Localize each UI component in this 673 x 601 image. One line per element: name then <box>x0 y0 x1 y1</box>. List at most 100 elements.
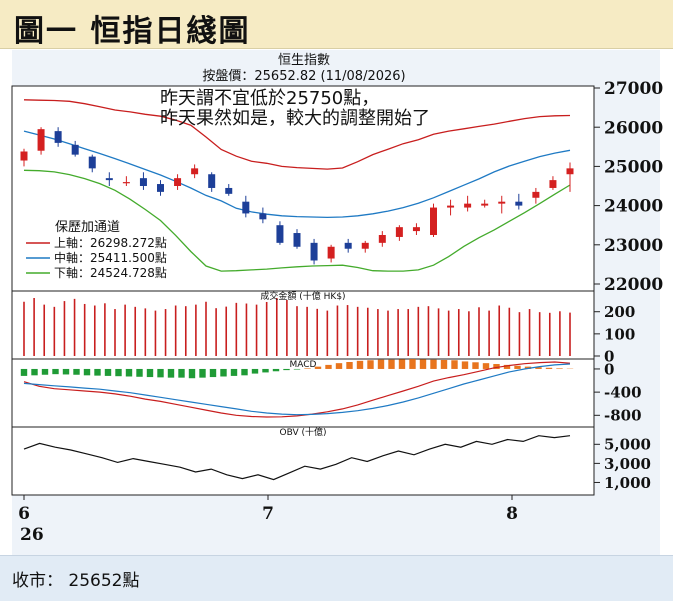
legend-label-middle: 中軸：25411.500點 <box>54 250 167 265</box>
footer-bar: 收市： 25652點 <box>0 555 673 601</box>
macd-histogram-bar <box>252 369 258 374</box>
x-year-label: 26 <box>20 525 44 545</box>
macd-histogram-bar <box>346 362 352 369</box>
macd-histogram-bar <box>63 369 69 375</box>
macd-histogram-bar <box>273 369 279 371</box>
x-axis-tick-label: 6 <box>18 504 30 524</box>
macd-histogram-bar <box>409 359 415 369</box>
macd-histogram-bar <box>105 369 111 376</box>
macd-axis-tick-label: -400 <box>604 384 642 402</box>
macd-axis-tick-label: 0 <box>604 360 614 378</box>
legend-label-upper: 上軸：26298.272點 <box>54 236 167 250</box>
obv-panel-title: OBV (十億) <box>279 426 326 438</box>
macd-histogram-bar <box>325 365 331 369</box>
candle-body <box>276 225 283 243</box>
price-axis-tick-label: 24000 <box>604 197 663 217</box>
price-axis-tick-label: 22000 <box>604 275 663 295</box>
candle-body <box>21 152 28 161</box>
candle-body <box>498 202 505 204</box>
macd-histogram-bar <box>367 360 373 369</box>
price-axis-tick-label: 23000 <box>604 236 663 256</box>
candle-body <box>89 157 96 169</box>
candle <box>430 204 437 237</box>
macd-histogram-bar <box>231 369 237 376</box>
candle-body <box>311 243 318 261</box>
candle-body <box>294 233 301 247</box>
candle-body <box>481 204 488 206</box>
macd-histogram-bar <box>157 369 163 377</box>
candle-body <box>464 204 471 208</box>
candle-body <box>396 227 403 237</box>
macd-histogram-bar <box>168 369 174 378</box>
macd-histogram-bar <box>178 369 184 378</box>
hsi-daily-chart: 恒生指數 按盤價：25652.82 (11/08/2026) 270002600… <box>0 48 673 555</box>
macd-histogram-bar <box>115 369 121 376</box>
x-axis-tick-label: 7 <box>262 504 274 524</box>
macd-histogram-bar <box>241 369 247 375</box>
macd-histogram-bar <box>210 369 216 377</box>
candle-body <box>191 168 198 174</box>
macd-histogram-bar <box>31 369 37 375</box>
chart-subtitle: 按盤價：25652.82 (11/08/2026) <box>202 69 405 84</box>
macd-histogram-bar <box>136 369 142 377</box>
macd-histogram-bar <box>514 366 520 369</box>
candle-body <box>259 213 266 219</box>
macd-histogram-bar <box>483 363 489 369</box>
macd-histogram-bar <box>189 369 195 378</box>
price-axis-tick-label: 25000 <box>604 158 663 178</box>
volume-panel-title: 成交金額 (十億 HK$) <box>260 290 345 302</box>
macd-axis-tick-label: -800 <box>604 407 642 425</box>
candle-body <box>515 202 522 206</box>
price-axis-tick-label: 26000 <box>604 118 663 138</box>
macd-histogram-bar <box>262 369 268 372</box>
candle-body <box>157 184 164 192</box>
candle-body <box>106 178 113 180</box>
figure-title-bar: 圖一 恒指日綫圖 <box>0 0 673 49</box>
candle-body <box>242 202 249 214</box>
macd-histogram-bar <box>420 359 426 369</box>
figure-title: 圖一 恒指日綫圖 <box>14 6 250 50</box>
candle-body <box>123 182 130 183</box>
macd-histogram-bar <box>52 369 58 374</box>
macd-histogram-bar <box>378 360 384 369</box>
macd-histogram-bar <box>388 360 394 369</box>
macd-histogram-bar <box>336 363 342 369</box>
candle-body <box>532 192 539 198</box>
macd-panel-title: MACD <box>290 360 317 370</box>
candle-body <box>328 247 335 259</box>
candle-body <box>362 243 369 249</box>
macd-histogram-bar <box>546 368 552 369</box>
candle-body <box>174 178 181 186</box>
candle-body <box>549 180 556 188</box>
macd-histogram-bar <box>21 369 27 376</box>
obv-axis-tick-label: 5,000 <box>604 436 651 454</box>
candle <box>38 127 45 154</box>
candle-body <box>379 235 386 243</box>
candle-body <box>345 243 352 249</box>
macd-histogram-bar <box>556 368 562 369</box>
legend-label-lower: 下軸：24524.728點 <box>54 266 167 280</box>
candle-body <box>140 178 147 186</box>
candle-body <box>413 227 420 231</box>
macd-histogram-bar <box>441 360 447 369</box>
candle-body <box>72 145 79 155</box>
bollinger-legend-title: 保歷加通道 <box>55 220 120 235</box>
obv-axis-tick-label: 1,000 <box>604 474 651 492</box>
volume-axis-tick-label: 100 <box>604 325 635 343</box>
candle-body <box>38 129 45 151</box>
macd-histogram-bar <box>126 369 132 377</box>
macd-histogram-bar <box>357 361 363 369</box>
candle-body <box>55 131 62 143</box>
candle-body <box>430 208 437 235</box>
macd-histogram-bar <box>199 369 205 378</box>
macd-histogram-bar <box>220 369 226 377</box>
macd-histogram-bar <box>472 362 478 369</box>
candle-body <box>567 168 574 174</box>
macd-histogram-bar <box>462 361 468 369</box>
annotation-line-2: 昨天果然如是，較大的調整開始了 <box>160 108 430 129</box>
chart-title: 恒生指數 <box>278 53 330 68</box>
macd-histogram-bar <box>147 369 153 377</box>
volume-axis-tick-label: 200 <box>604 303 635 321</box>
obv-axis-tick-label: 3,000 <box>604 455 651 473</box>
